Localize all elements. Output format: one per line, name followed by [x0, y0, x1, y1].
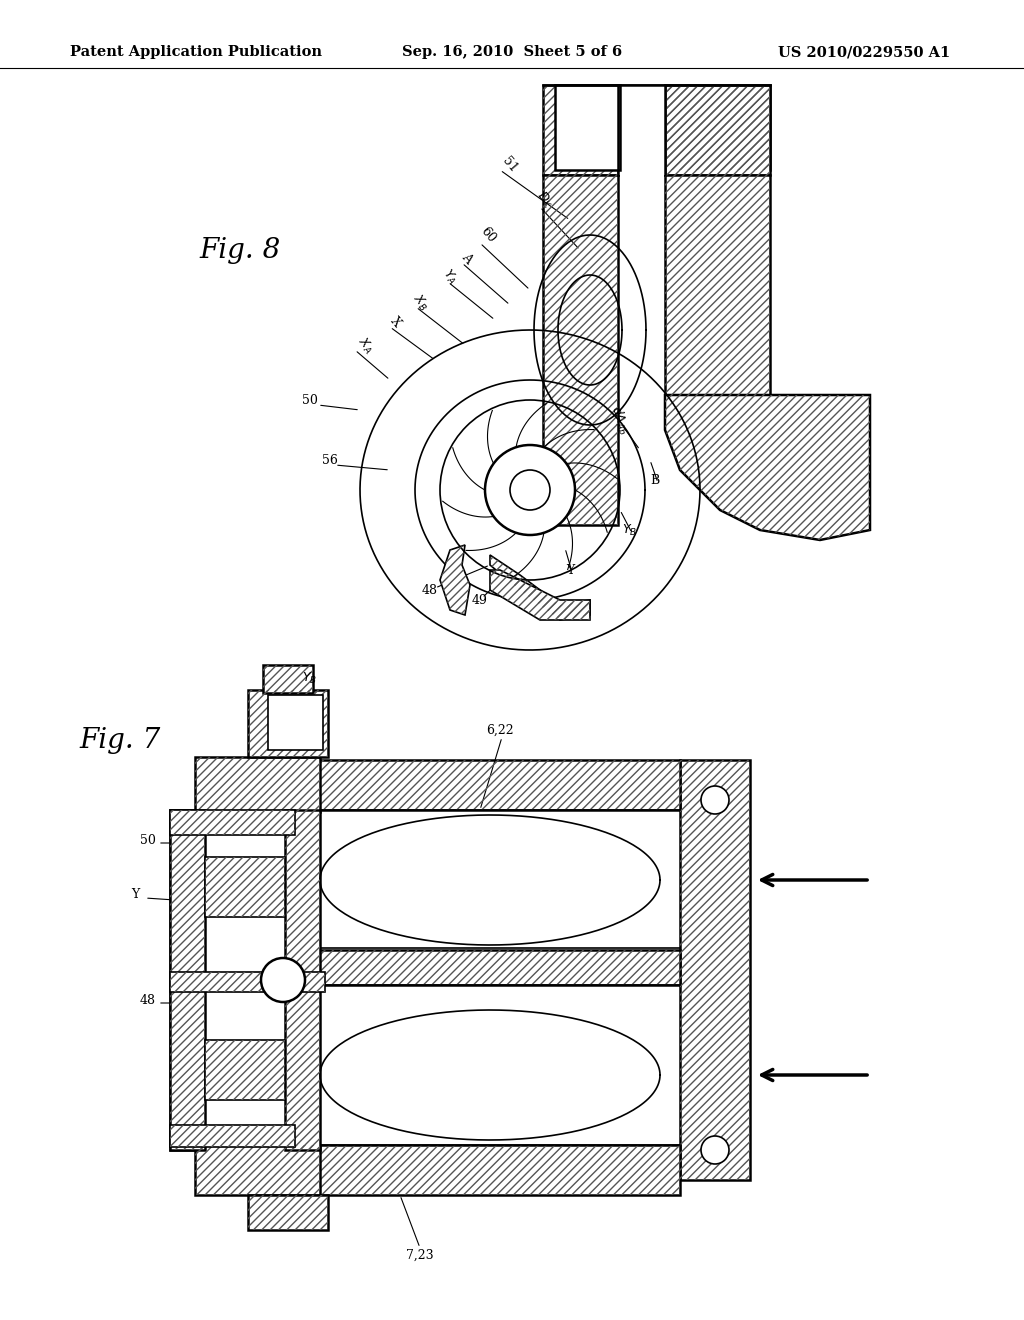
Bar — [295, 1144, 680, 1195]
Text: Sep. 16, 2010  Sheet 5 of 6: Sep. 16, 2010 Sheet 5 of 6 — [402, 45, 622, 59]
Bar — [195, 756, 319, 812]
Polygon shape — [321, 814, 660, 945]
Text: 48: 48 — [140, 994, 156, 1006]
Text: 7,23: 7,23 — [407, 1249, 434, 1262]
Bar — [543, 84, 618, 176]
Bar — [205, 857, 285, 917]
Bar — [205, 1040, 285, 1100]
Circle shape — [510, 470, 550, 510]
Circle shape — [701, 785, 729, 814]
Polygon shape — [490, 570, 590, 620]
Bar — [170, 810, 205, 1150]
Bar — [170, 1125, 295, 1147]
Bar — [665, 84, 770, 176]
Bar — [248, 1195, 328, 1230]
Bar — [295, 760, 680, 810]
Text: $X_A$: $X_A$ — [354, 334, 376, 356]
Bar — [263, 665, 313, 693]
Text: Y: Y — [131, 888, 139, 902]
Text: 50: 50 — [140, 833, 156, 846]
Bar — [555, 84, 770, 170]
Bar — [195, 756, 319, 812]
Bar — [263, 665, 313, 693]
Polygon shape — [490, 554, 590, 620]
Text: B: B — [650, 474, 659, 487]
Text: Patent Application Publication: Patent Application Publication — [70, 45, 322, 59]
Bar — [665, 176, 770, 395]
Bar — [285, 810, 319, 1150]
Bar — [555, 84, 770, 170]
Bar — [205, 857, 285, 917]
Bar — [295, 950, 680, 985]
Text: Y: Y — [566, 564, 574, 577]
Bar — [195, 1144, 319, 1195]
Bar — [248, 690, 328, 756]
Polygon shape — [440, 545, 470, 615]
Text: 50: 50 — [302, 393, 317, 407]
Text: $Y_A$: $Y_A$ — [439, 267, 461, 288]
Text: $dA_{Ab}$: $dA_{Ab}$ — [607, 404, 633, 437]
Text: 48: 48 — [422, 583, 438, 597]
Circle shape — [261, 958, 305, 1002]
Bar — [195, 1144, 319, 1195]
Bar — [295, 950, 680, 985]
Bar — [680, 760, 750, 1180]
Bar — [170, 810, 295, 836]
Bar — [295, 760, 680, 810]
Text: US 2010/0229550 A1: US 2010/0229550 A1 — [778, 45, 950, 59]
Text: A: A — [459, 251, 475, 265]
Bar — [618, 84, 665, 176]
Text: 6,22: 6,22 — [486, 723, 514, 737]
Text: X: X — [387, 314, 402, 330]
Bar — [170, 1125, 295, 1147]
Bar — [543, 176, 618, 525]
Bar — [170, 810, 295, 836]
Text: $Y_B$: $Y_B$ — [302, 671, 317, 685]
Text: $X_B$: $X_B$ — [409, 290, 431, 313]
Text: 49: 49 — [472, 594, 488, 606]
Bar — [170, 810, 295, 1150]
Bar — [248, 690, 328, 756]
Bar — [543, 84, 618, 176]
Bar — [680, 760, 750, 1180]
Bar — [295, 1144, 680, 1195]
Circle shape — [701, 1137, 729, 1164]
Polygon shape — [321, 1010, 660, 1140]
Text: Fig. 8: Fig. 8 — [200, 236, 281, 264]
Bar — [665, 84, 770, 176]
Bar — [665, 176, 770, 395]
Polygon shape — [665, 395, 870, 540]
Text: 56: 56 — [323, 454, 338, 466]
Bar — [170, 972, 325, 993]
Bar — [285, 810, 319, 1150]
Bar — [555, 84, 620, 170]
Text: $Y_B$: $Y_B$ — [623, 523, 638, 537]
Text: 60: 60 — [478, 224, 498, 246]
Text: 51: 51 — [500, 154, 520, 176]
Circle shape — [485, 445, 575, 535]
Text: Fig. 7: Fig. 7 — [80, 726, 161, 754]
Bar — [205, 1040, 285, 1100]
Bar — [248, 1195, 328, 1230]
Bar — [268, 696, 323, 750]
Bar — [543, 176, 618, 525]
Text: $D_K$: $D_K$ — [534, 189, 557, 211]
Bar — [555, 84, 620, 170]
Bar — [170, 972, 325, 993]
Bar — [170, 810, 205, 1150]
